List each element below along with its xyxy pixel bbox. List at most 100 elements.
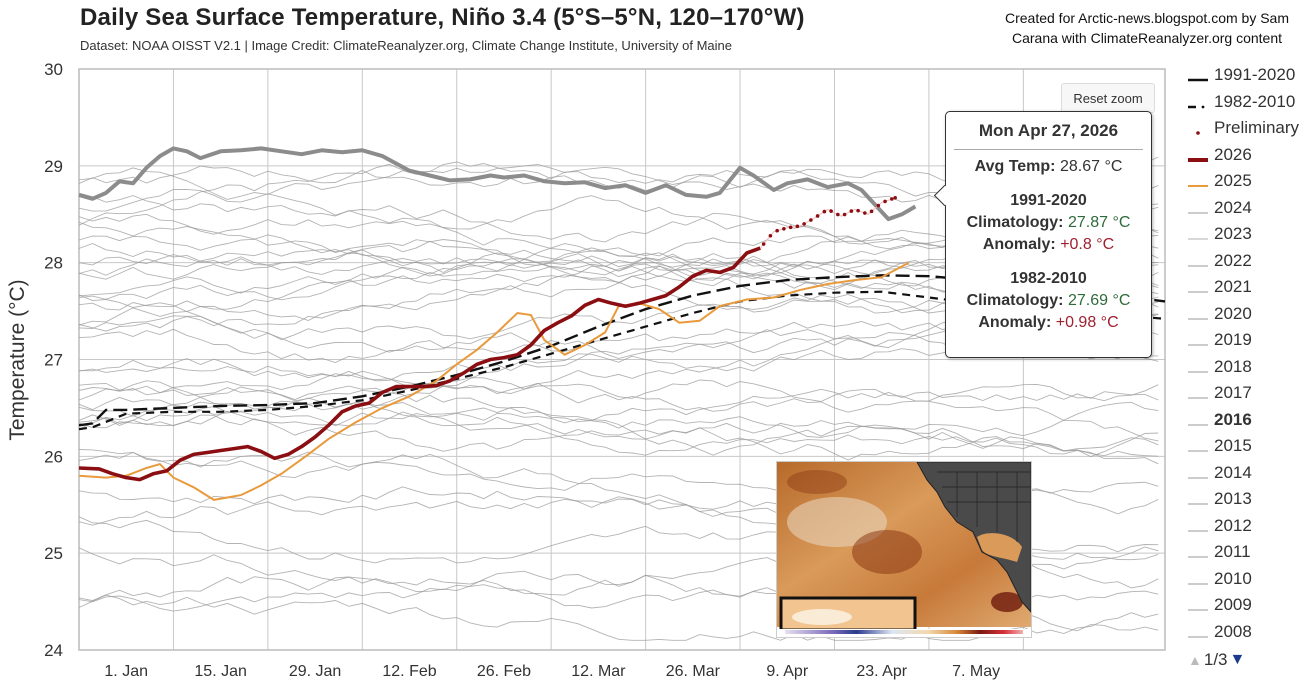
legend-item-2021[interactable]: 2021 — [1186, 274, 1310, 301]
legend-item-2025[interactable]: 2025 — [1186, 168, 1310, 195]
legend-page-up-arrow-icon[interactable]: ▲ — [1188, 652, 1202, 668]
plot-border — [78, 68, 1166, 651]
x-tick-label: 7. May — [952, 663, 1000, 680]
tooltip-clim2-period: 1982-2010 — [1010, 270, 1087, 287]
preliminary-point[interactable] — [876, 203, 881, 208]
legend-symbol-icon — [1186, 256, 1210, 267]
series-line-other-year — [78, 396, 1159, 465]
legend-label: 2012 — [1214, 515, 1252, 535]
series-line-other-year — [78, 358, 1159, 413]
preliminary-point[interactable] — [883, 199, 887, 204]
preliminary-point[interactable] — [768, 233, 773, 238]
legend-item-2013[interactable]: 2013 — [1186, 486, 1310, 513]
y-tick-label: 29 — [44, 157, 63, 176]
legend-label: 2021 — [1214, 277, 1252, 297]
legend-label: 2026 — [1214, 144, 1252, 164]
legend-item-2023[interactable]: 2023 — [1186, 221, 1310, 248]
legend-pagination: ▲ 1/3 ▼ — [1188, 650, 1245, 670]
legend-symbol-icon — [1186, 150, 1210, 162]
preliminary-point[interactable] — [822, 209, 827, 214]
tooltip-clim1-row: Climatology: 27.87 °C — [946, 212, 1151, 234]
series-line-other-year — [78, 414, 1159, 458]
x-tick-label: 26. Feb — [477, 663, 531, 680]
legend-item-preliminary[interactable]: Preliminary — [1186, 115, 1310, 142]
legend-item-2018[interactable]: 2018 — [1186, 354, 1310, 381]
legend-symbol-icon — [1186, 388, 1210, 399]
preliminary-point[interactable] — [829, 209, 833, 213]
legend-label: 2008 — [1214, 621, 1252, 641]
legend-item-2015[interactable]: 2015 — [1186, 433, 1310, 460]
y-tick-label: 27 — [44, 351, 63, 370]
y-axis-label: Temperature (°C) — [6, 279, 29, 440]
tooltip-clim2-row: Climatology: 27.69 °C — [946, 290, 1151, 312]
legend-symbol-icon — [1186, 309, 1210, 320]
preliminary-point[interactable] — [795, 224, 800, 229]
legend-symbol-icon — [1186, 600, 1210, 611]
preliminary-point[interactable] — [856, 208, 860, 213]
x-tick-label: 15. Jan — [194, 663, 246, 680]
legend-symbol-icon — [1186, 176, 1210, 188]
legend-symbol-icon — [1186, 627, 1210, 638]
chart-title: Daily Sea Surface Temperature, Niño 3.4 … — [80, 4, 805, 31]
legend-symbol-icon — [1186, 521, 1210, 532]
series-line-highlight-year — [78, 146, 917, 222]
preliminary-point[interactable] — [863, 211, 867, 215]
legend-symbol-icon — [1186, 282, 1210, 293]
land-mass — [916, 462, 1031, 613]
legend-item-2008[interactable]: 2008 — [1186, 619, 1310, 646]
legend-item-2012[interactable]: 2012 — [1186, 513, 1310, 540]
preliminary-point[interactable] — [893, 195, 897, 200]
reset-zoom-button[interactable]: Reset zoom — [1061, 83, 1155, 113]
legend-symbol-icon — [1186, 335, 1210, 346]
preliminary-point[interactable] — [842, 212, 847, 217]
legend-label: 2019 — [1214, 330, 1252, 350]
legend: 1991-2020 1982-2010 Preliminary 2026 2025 202… — [1186, 62, 1310, 645]
tooltip-anom2-row: Anomaly: +0.98 °C — [946, 312, 1151, 334]
legend-item-1982-2010[interactable]: 1982-2010 — [1186, 89, 1310, 116]
preliminary-point[interactable] — [788, 225, 793, 230]
legend-label: 2009 — [1214, 595, 1252, 615]
tooltip-anom1-row: Anomaly: +0.8 °C — [946, 234, 1151, 256]
preliminary-point[interactable] — [849, 209, 854, 213]
tooltip-anom1-value: +0.8 °C — [1060, 236, 1115, 253]
legend-item-2020[interactable]: 2020 — [1186, 301, 1310, 328]
x-tick-label: 12. Mar — [571, 663, 626, 680]
legend-item-2016[interactable]: 2016 — [1186, 407, 1310, 434]
legend-item-2009[interactable]: 2009 — [1186, 592, 1310, 619]
legend-label: 2016 — [1214, 409, 1252, 429]
series-line-2025 — [78, 261, 910, 501]
y-tick-label: 26 — [44, 447, 63, 466]
legend-item-2010[interactable]: 2010 — [1186, 566, 1310, 593]
credit-text: Created for Arctic-news.blogspot.com by … — [992, 8, 1302, 48]
preliminary-point[interactable] — [775, 228, 779, 233]
legend-item-2019[interactable]: 2019 — [1186, 327, 1310, 354]
legend-page-down-arrow-icon[interactable]: ▼ — [1229, 651, 1246, 668]
legend-symbol-icon — [1186, 574, 1210, 585]
legend-label: 2015 — [1214, 436, 1252, 456]
legend-label: 2022 — [1214, 250, 1252, 270]
legend-symbol-icon — [1186, 70, 1210, 82]
preliminary-point[interactable] — [869, 209, 874, 214]
legend-item-2022[interactable]: 2022 — [1186, 248, 1310, 275]
x-tick-label: 1. Jan — [104, 663, 148, 680]
legend-label: 2025 — [1214, 171, 1252, 191]
legend-item-1991-2020[interactable]: 1991-2020 — [1186, 62, 1310, 89]
legend-item-2024[interactable]: 2024 — [1186, 195, 1310, 222]
preliminary-point[interactable] — [809, 218, 813, 222]
legend-item-2017[interactable]: 2017 — [1186, 380, 1310, 407]
legend-label: 2011 — [1214, 542, 1251, 562]
x-tick-label: 12. Feb — [382, 663, 436, 680]
y-tick-label: 25 — [44, 544, 63, 563]
preliminary-point[interactable] — [815, 214, 820, 218]
x-tick-label: 29. Jan — [289, 663, 341, 680]
legend-symbol-icon — [1186, 229, 1210, 240]
preliminary-point[interactable] — [890, 197, 894, 201]
preliminary-point[interactable] — [761, 242, 766, 246]
preliminary-point[interactable] — [782, 226, 786, 231]
preliminary-point[interactable] — [802, 222, 806, 226]
legend-item-2014[interactable]: 2014 — [1186, 460, 1310, 487]
legend-item-2011[interactable]: 2011 — [1186, 539, 1310, 566]
legend-item-2026[interactable]: 2026 — [1186, 142, 1310, 169]
x-tick-label: 26. Mar — [666, 663, 721, 680]
preliminary-point[interactable] — [836, 212, 840, 217]
